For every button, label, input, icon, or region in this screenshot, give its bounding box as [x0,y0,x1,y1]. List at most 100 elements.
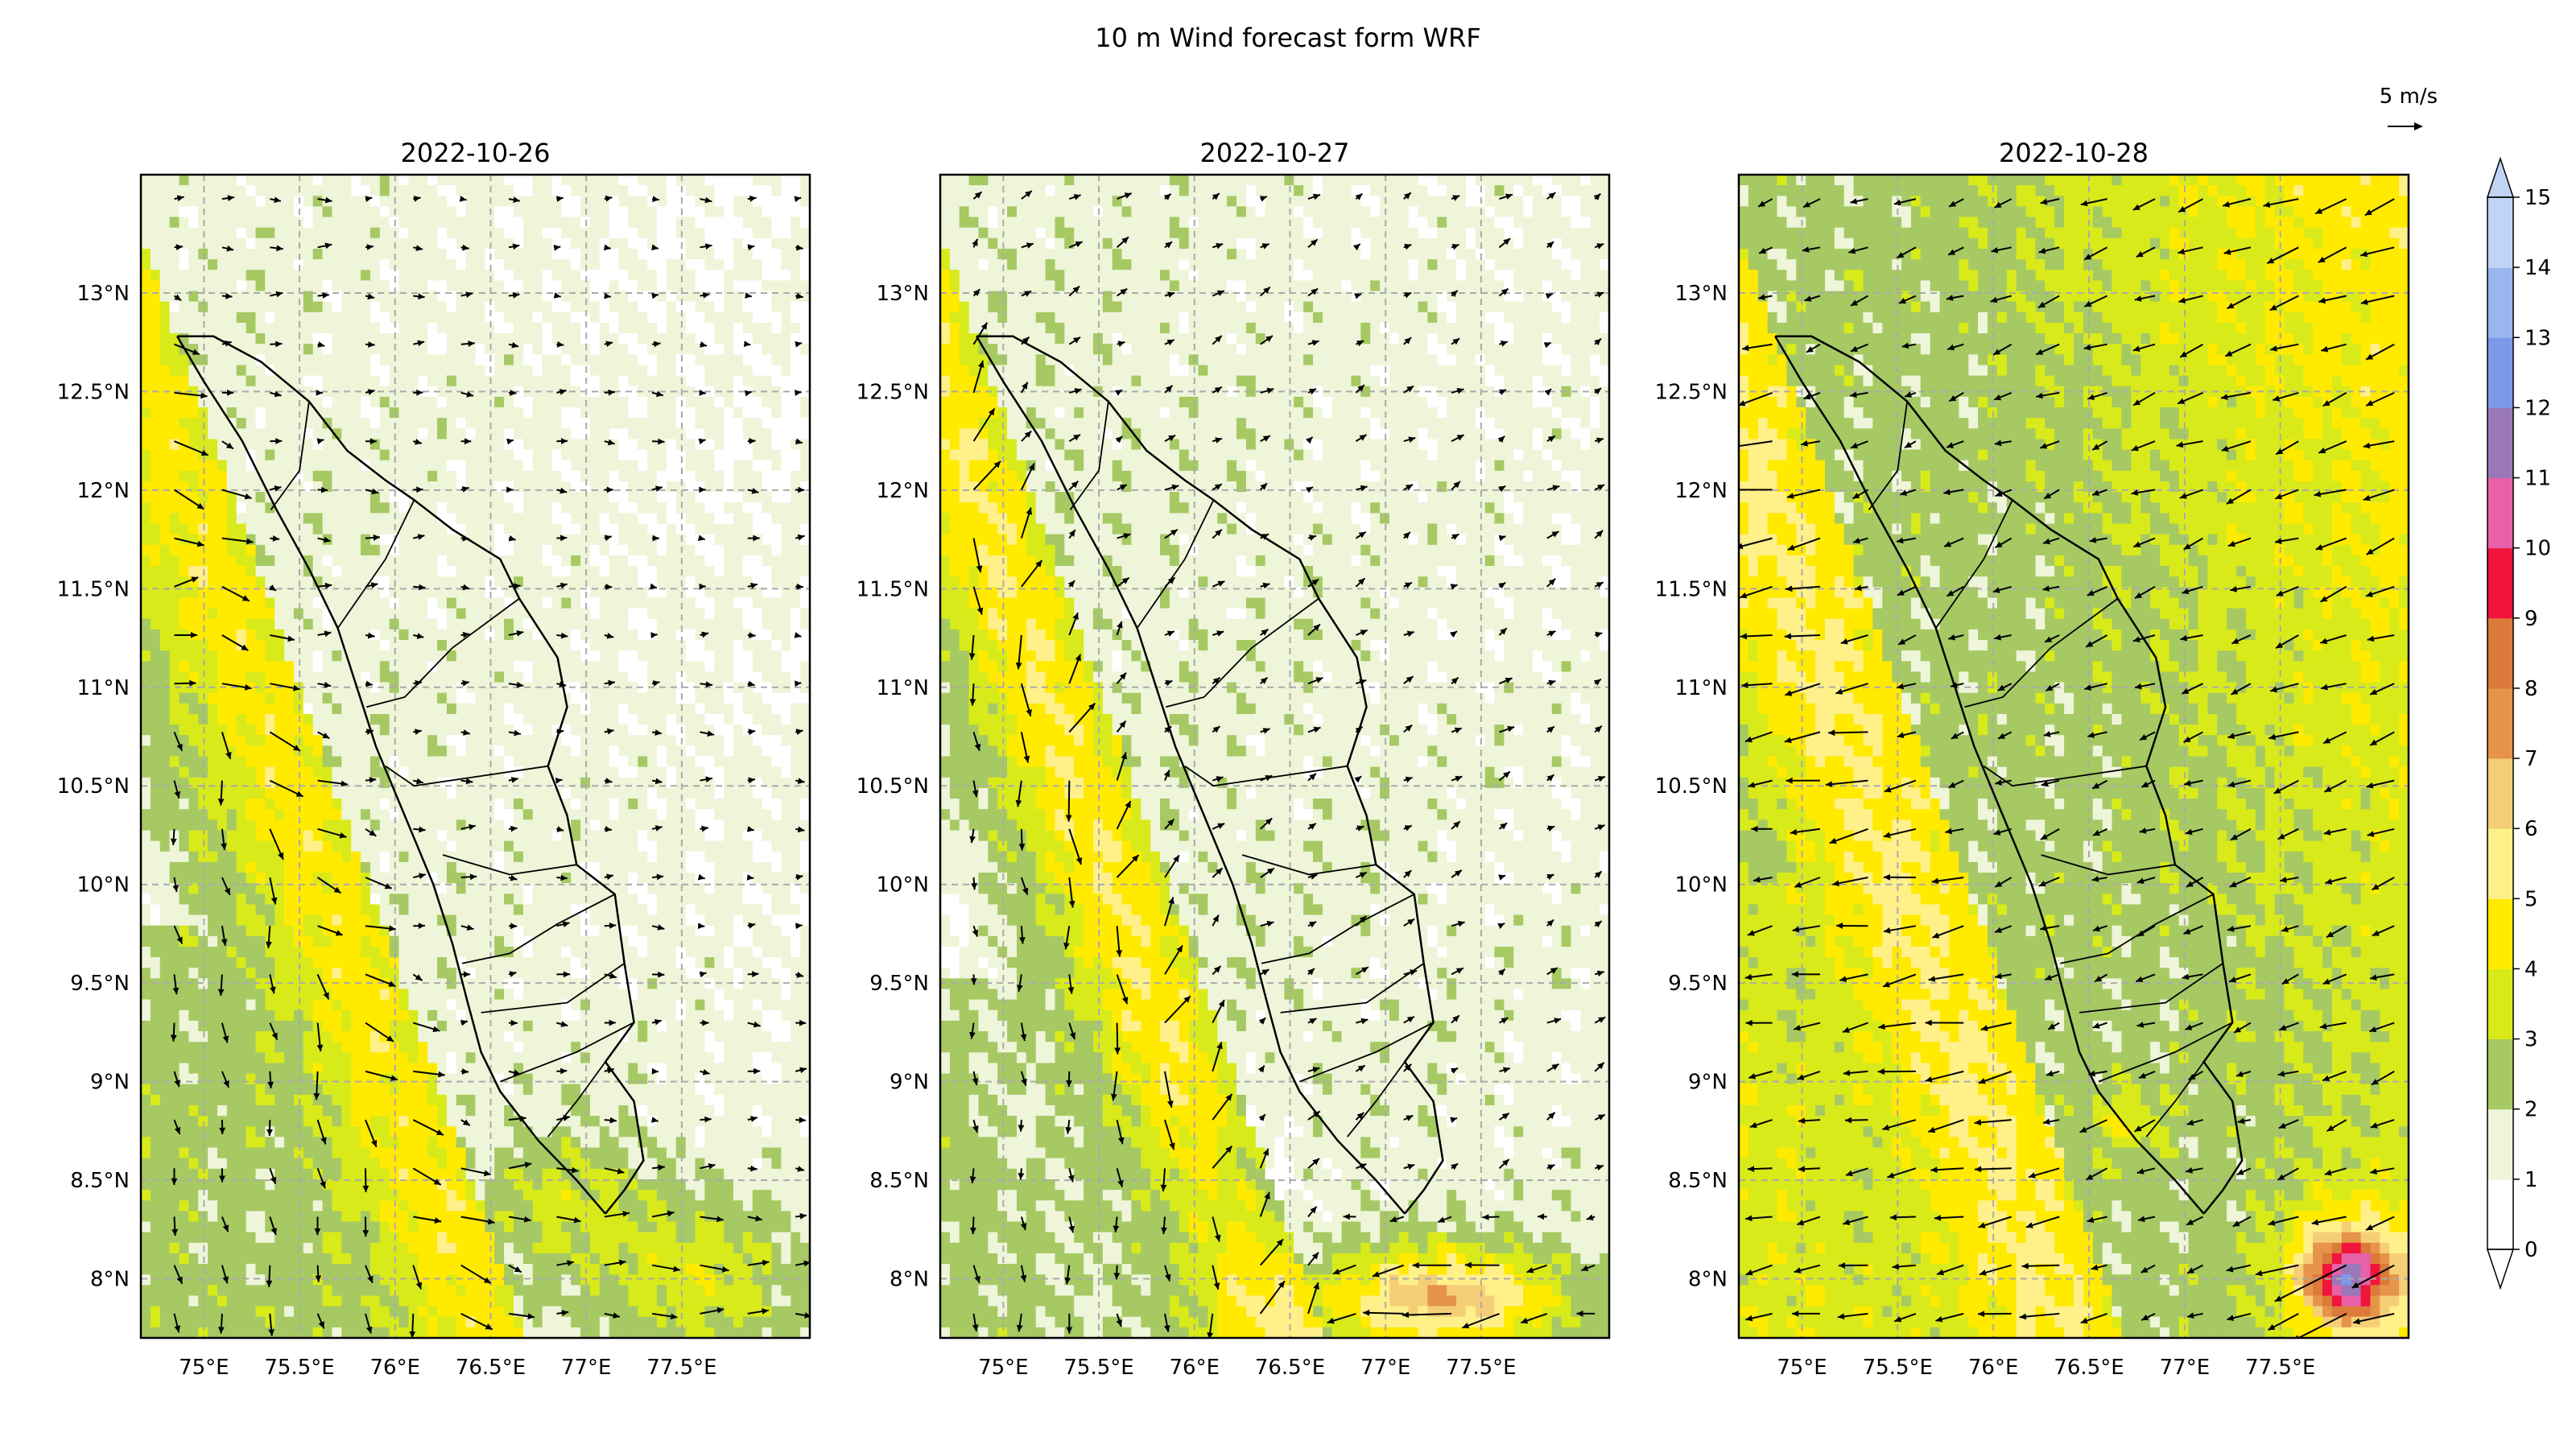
field-cell [303,894,314,905]
field-cell [522,914,534,927]
field-cell [522,861,534,873]
field-cell [226,1316,237,1328]
field-cell [332,449,342,461]
field-cell [485,1327,495,1338]
field-cell [179,249,189,260]
field-cell [485,830,495,842]
field-cell [150,756,161,768]
field-cell [179,280,189,292]
field-cell [369,861,381,873]
field-cell [475,301,485,313]
field-cell [542,787,553,799]
field-cell [208,819,218,831]
field-cell [351,555,361,567]
field-cell [494,1190,505,1201]
field-cell [303,703,314,715]
field-cell [159,661,171,672]
field-cell [303,544,314,556]
field-cell [236,1285,247,1296]
field-cell [494,883,505,894]
field-cell [504,692,514,704]
field-cell [465,935,477,947]
field-cell [514,333,524,345]
field-cell [475,1094,485,1106]
field-cell [275,650,285,662]
field-cell [465,175,477,186]
field-cell [322,280,333,292]
field-cell [398,396,409,408]
field-cell [322,1105,333,1117]
field-cell [475,851,485,863]
field-cell [351,206,361,218]
field-cell [465,1211,477,1223]
field-cell [312,460,324,472]
field-cell [494,1264,505,1275]
field-cell [303,386,314,398]
field-cell [494,523,505,535]
field-cell [379,1274,390,1286]
field-cell [446,513,457,525]
field-cell [169,904,180,916]
field-cell [456,523,467,535]
field-cell [246,217,257,229]
field-cell [427,1094,438,1106]
field-cell [169,513,180,525]
field-cell [361,322,371,334]
field-cell [361,375,371,387]
field-cell [265,1063,275,1075]
field-cell [561,777,572,789]
field-cell [255,1009,266,1022]
field-cell [341,587,352,598]
field-cell [188,1084,199,1096]
field-cell [188,544,199,556]
field-cell [532,935,543,947]
field-cell [332,544,342,556]
field-cell [379,1094,390,1106]
field-cell [427,196,438,207]
field-cell [427,1137,438,1149]
field-cell [514,1285,524,1296]
field-cell [446,1306,457,1318]
field-cell [246,629,257,641]
field-cell [398,1200,409,1212]
field-cell [398,375,409,387]
field-cell [284,418,295,429]
field-cell [188,1105,199,1117]
field-cell [217,787,228,799]
field-cell [265,1094,275,1106]
field-cell [551,1264,562,1275]
field-cell [532,1126,543,1137]
field-cell [169,809,180,820]
field-cell [542,249,553,260]
field-cell [514,1274,524,1286]
field-cell [446,460,457,472]
field-cell [475,555,485,567]
field-cell [255,1200,266,1212]
field-cell [217,439,228,451]
field-cell [418,703,428,715]
field-cell [208,555,218,567]
field-cell [437,566,448,577]
field-cell [341,1179,352,1191]
field-cell [532,1274,543,1286]
field-cell [351,724,361,736]
field-cell [561,1264,572,1275]
field-cell [437,365,448,377]
field-cell [236,555,247,567]
field-cell [217,904,228,916]
field-cell [532,322,543,334]
field-cell [551,375,562,387]
field-cell [379,1221,390,1233]
field-cell [255,555,266,567]
field-cell [351,1253,361,1265]
field-cell [561,407,572,419]
field-cell [141,1052,151,1063]
field-cell [408,365,419,377]
field-cell [312,661,324,672]
field-cell [522,756,534,768]
field-cell [141,1200,151,1212]
field-cell [361,925,371,937]
field-cell [322,914,333,927]
field-cell [369,312,381,324]
field-cell [255,1327,266,1338]
